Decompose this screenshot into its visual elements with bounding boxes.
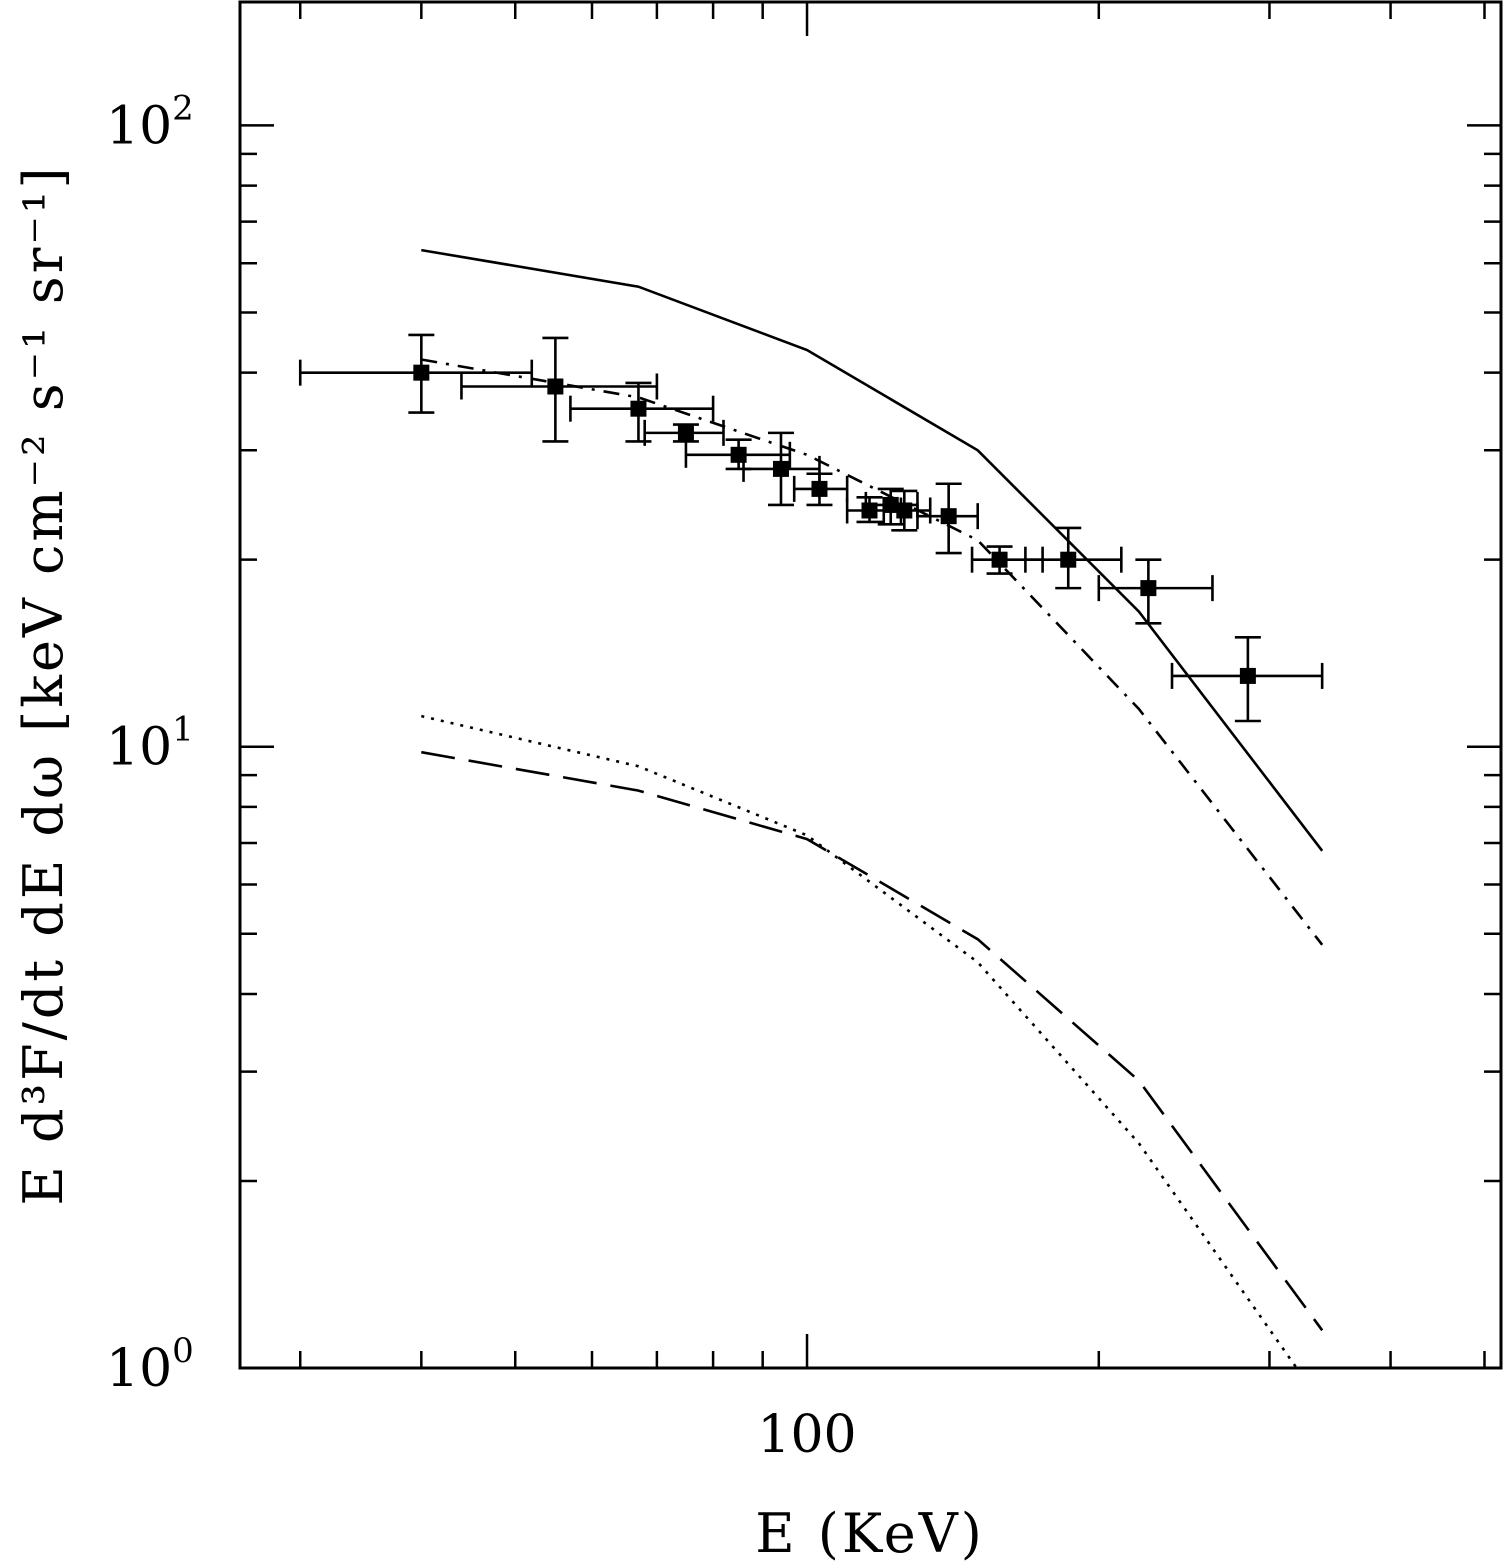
x-tick-label: 100 <box>757 1405 856 1465</box>
curve-dotted <box>421 714 1298 1369</box>
data-marker <box>413 364 430 381</box>
curve-dash-dot <box>421 358 1324 946</box>
data-point <box>1024 526 1123 590</box>
data-marker <box>882 496 899 513</box>
data-marker <box>896 502 913 519</box>
plot-frame <box>238 0 1503 1370</box>
data-marker <box>940 508 957 525</box>
data-point <box>298 333 534 414</box>
data-point <box>569 381 715 443</box>
data-marker <box>547 378 564 395</box>
data-marker <box>1239 667 1256 684</box>
data-point <box>742 431 821 507</box>
y-tick-label: 101 <box>106 710 194 778</box>
data-marker <box>630 400 647 417</box>
data-point <box>1170 636 1324 723</box>
data-point <box>792 472 849 507</box>
data-marker <box>1140 580 1157 597</box>
data-point <box>684 438 792 471</box>
x-axis-label: E (KeV) <box>755 1502 985 1561</box>
data-marker <box>991 551 1008 568</box>
y-tick-label: 100 <box>106 1331 194 1399</box>
tick-labels: 100 100 101 102 <box>106 88 857 1465</box>
data-marker <box>677 424 694 441</box>
data-marker <box>1060 551 1077 568</box>
curve-long-dash <box>421 750 1324 1332</box>
curve-solid <box>421 248 1324 852</box>
y-axis-label: E d³F/dt dE dω [keV cm⁻² s⁻¹ sr⁻¹] <box>12 164 75 1205</box>
data-point <box>460 336 659 443</box>
data-marker <box>811 480 828 497</box>
y-tick-label: 102 <box>106 88 194 156</box>
data-point <box>1097 558 1214 625</box>
data-point <box>643 419 725 446</box>
data-points <box>298 333 1324 723</box>
data-point <box>882 489 932 532</box>
axis-ticks <box>240 2 1501 1370</box>
data-point <box>916 482 979 555</box>
data-marker <box>772 460 789 477</box>
